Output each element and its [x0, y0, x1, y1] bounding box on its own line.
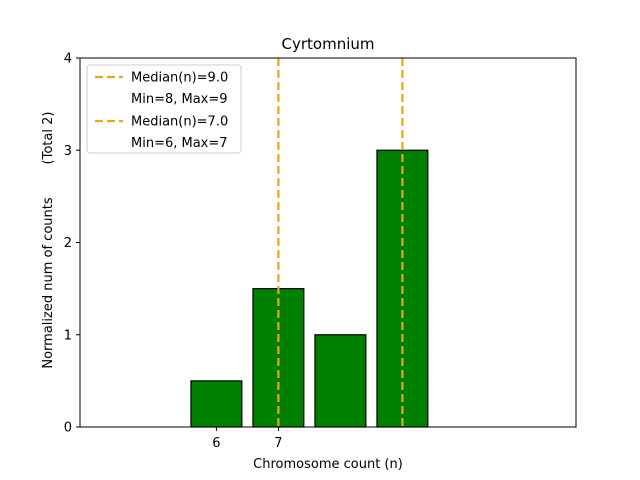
x-tick-label-1: 7	[274, 436, 282, 451]
y-tick-label-0: 0	[64, 421, 72, 436]
y-tick-label-3: 3	[64, 144, 72, 159]
legend-label-0: Median(n)=9.0	[131, 71, 228, 86]
chart-title: Cyrtomnium	[282, 35, 375, 53]
legend-label-1: Median(n)=7.0	[131, 115, 228, 130]
legend-sub-1: Min=6, Max=7	[131, 136, 228, 151]
y-tick-label-4: 4	[64, 52, 72, 67]
y-axis-label-total: (Total 2)	[41, 112, 56, 165]
y-tick-label-1: 1	[64, 328, 72, 343]
legend-box	[86, 64, 242, 154]
y-tick-label-2: 2	[64, 236, 72, 251]
legend: Median(n)=9.0 Min=8, Max=9 Median(n)=7.0 Mi…	[86, 64, 242, 154]
plot-area: 0 1 2 3 4 6 7	[64, 52, 577, 451]
bar-2	[314, 334, 367, 428]
x-tick-label-0: 6	[212, 436, 220, 451]
bar-0	[190, 380, 243, 428]
x-axis-label: Chromosome count (n)	[253, 457, 403, 472]
y-axis-label: Normalized num of counts	[41, 197, 56, 368]
legend-sub-0: Min=8, Max=9	[131, 92, 228, 107]
